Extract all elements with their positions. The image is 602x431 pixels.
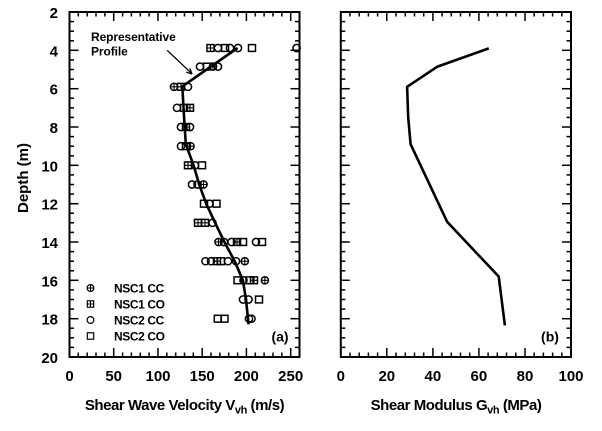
svg-text:NSC1 CO: NSC1 CO <box>114 297 165 311</box>
svg-text:(a): (a) <box>271 329 288 345</box>
svg-text:60: 60 <box>471 368 488 385</box>
svg-text:100: 100 <box>145 368 170 385</box>
svg-text:(b): (b) <box>541 329 559 345</box>
svg-text:Representative: Representative <box>91 30 176 44</box>
svg-text:250: 250 <box>278 368 303 385</box>
svg-text:6: 6 <box>50 82 58 99</box>
svg-text:Shear Modulus Gvh (MPa): Shear Modulus Gvh (MPa) <box>371 397 542 417</box>
svg-text:NSC2 CC: NSC2 CC <box>114 313 165 327</box>
svg-text:200: 200 <box>234 368 259 385</box>
svg-text:16: 16 <box>41 273 58 290</box>
svg-text:Shear Wave Velocity Vvh (m/s): Shear Wave Velocity Vvh (m/s) <box>85 397 285 417</box>
svg-text:8: 8 <box>50 120 58 137</box>
svg-text:100: 100 <box>558 368 583 385</box>
svg-text:150: 150 <box>190 368 215 385</box>
svg-text:20: 20 <box>41 350 58 367</box>
svg-text:50: 50 <box>105 368 122 385</box>
svg-text:4: 4 <box>50 43 59 60</box>
svg-text:0: 0 <box>65 368 73 385</box>
svg-text:20: 20 <box>378 368 395 385</box>
svg-text:Profile: Profile <box>91 45 128 59</box>
svg-text:NSC1 CC: NSC1 CC <box>114 281 165 295</box>
svg-text:0: 0 <box>337 368 345 385</box>
svg-text:Depth (m): Depth (m) <box>15 143 32 213</box>
svg-text:80: 80 <box>517 368 534 385</box>
svg-text:14: 14 <box>41 235 58 252</box>
svg-text:2: 2 <box>50 5 58 22</box>
svg-text:40: 40 <box>425 368 442 385</box>
svg-text:NSC2 CO: NSC2 CO <box>114 329 165 343</box>
svg-text:18: 18 <box>41 312 58 329</box>
svg-text:12: 12 <box>41 197 58 214</box>
svg-text:10: 10 <box>41 158 58 175</box>
